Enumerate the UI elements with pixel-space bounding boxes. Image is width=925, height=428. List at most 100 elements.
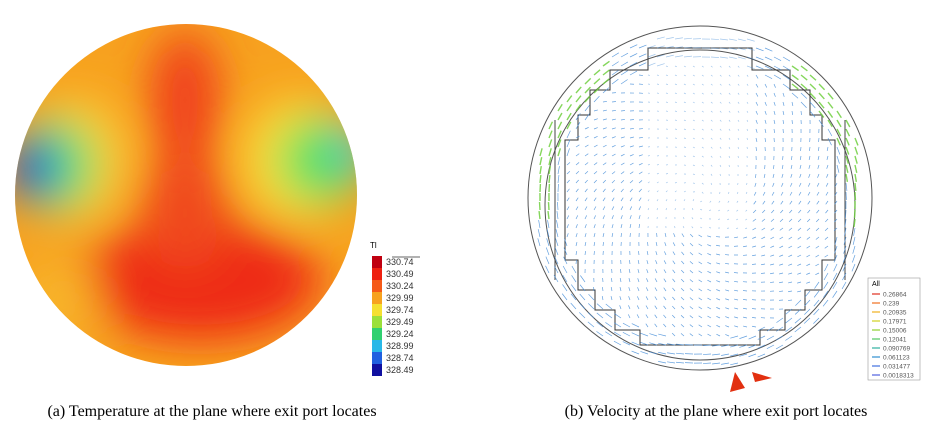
velocity-arrow xyxy=(776,345,783,349)
velocity-arrow xyxy=(758,336,765,339)
velocity-arrow xyxy=(621,189,624,192)
legend-label: 0.15006 xyxy=(883,328,907,335)
velocity-arrow xyxy=(690,252,693,255)
velocity-arrow xyxy=(854,228,855,236)
velocity-arrow xyxy=(791,156,792,160)
velocity-arrow xyxy=(612,233,613,237)
velocity-arrow xyxy=(702,129,704,130)
velocity-arrow xyxy=(825,246,828,248)
velocity-arrow xyxy=(798,246,801,248)
velocity-arrow xyxy=(756,147,757,151)
velocity-arrow xyxy=(682,234,684,237)
velocity-arrow xyxy=(747,66,755,69)
velocity-arrow xyxy=(675,191,677,192)
velocity-arrow xyxy=(743,326,747,327)
velocity-arrow xyxy=(729,75,730,76)
velocity-arrow xyxy=(752,326,756,327)
velocity-arrow xyxy=(725,326,729,327)
legend-swatch xyxy=(372,340,382,352)
velocity-arrow xyxy=(826,192,828,195)
velocity-arrow xyxy=(729,156,730,158)
velocity-arrow xyxy=(656,242,657,246)
velocity-arrow xyxy=(738,129,739,131)
velocity-arrow xyxy=(764,183,765,187)
velocity-arrow xyxy=(788,300,792,301)
velocity-arrow xyxy=(693,102,695,103)
velocity-arrow xyxy=(621,198,623,201)
velocity-arrow xyxy=(602,296,603,300)
velocity-arrow xyxy=(702,120,704,121)
velocity-arrow xyxy=(720,138,721,140)
velocity-arrow xyxy=(783,93,784,97)
velocity-arrow xyxy=(783,84,790,89)
velocity-arrow xyxy=(716,245,720,246)
legend-label: 328.74 xyxy=(386,353,414,363)
velocity-arrow xyxy=(594,119,598,120)
velocity-arrow xyxy=(770,273,774,274)
velocity-arrow xyxy=(684,84,686,85)
velocity-arrow xyxy=(702,75,704,76)
velocity-arrow xyxy=(734,281,738,282)
velocity-arrow xyxy=(684,111,686,112)
velocity-arrow xyxy=(576,189,578,192)
velocity-arrow xyxy=(690,298,693,300)
velocity-arrow xyxy=(702,102,704,103)
velocity-arrow xyxy=(770,246,774,248)
velocity-arrow xyxy=(540,175,541,183)
velocity-arrow xyxy=(773,183,774,187)
velocity-arrow xyxy=(788,255,792,257)
velocity-arrow xyxy=(681,297,684,300)
velocity-arrow xyxy=(666,37,674,39)
velocity-arrow xyxy=(594,110,598,111)
velocity-arrow xyxy=(756,57,763,60)
velocity-arrow xyxy=(675,182,677,183)
velocity-arrow xyxy=(711,138,712,139)
velocity-arrow xyxy=(621,146,625,147)
velocity-arrow xyxy=(585,215,587,219)
legend-label: 0.090769 xyxy=(883,346,910,353)
velocity-arrow xyxy=(774,129,775,133)
velocity-arrow xyxy=(792,111,793,115)
velocity-arrow xyxy=(728,192,729,194)
velocity-arrow xyxy=(818,156,819,160)
velocity-arrow xyxy=(621,154,625,156)
velocity-arrow xyxy=(729,66,730,67)
velocity-arrow xyxy=(648,173,650,174)
velocity-arrow xyxy=(603,61,609,66)
velocity-arrow xyxy=(738,39,746,41)
velocity-arrow xyxy=(539,220,540,228)
velocity-arrow xyxy=(707,253,711,255)
velocity-arrow xyxy=(716,298,720,300)
velocity-arrow xyxy=(739,336,747,339)
velocity-arrow xyxy=(752,246,756,247)
velocity-arrow xyxy=(673,242,675,246)
velocity-arrow xyxy=(762,210,765,213)
velocity-arrow xyxy=(684,66,686,67)
velocity-arrow xyxy=(753,228,756,230)
velocity-arrow xyxy=(629,269,630,273)
velocity-arrow xyxy=(807,237,810,239)
velocity-arrow xyxy=(783,102,784,106)
velocity-arrow xyxy=(664,270,666,273)
velocity-arrow xyxy=(648,155,650,156)
legend-label: 329.99 xyxy=(386,293,414,303)
velocity-arrow xyxy=(699,316,702,318)
velocity-arrow xyxy=(594,180,597,183)
velocity-arrow xyxy=(558,157,560,165)
velocity-arrow xyxy=(776,336,783,340)
velocity-arrow xyxy=(548,202,549,210)
velocity-arrow xyxy=(789,237,792,239)
velocity-arrow xyxy=(716,316,720,318)
velocity-arrow xyxy=(693,156,695,157)
velocity-arrow xyxy=(630,45,637,48)
velocity-arrow xyxy=(801,66,807,71)
velocity-arrow xyxy=(603,224,604,228)
velocity-arrow xyxy=(585,127,589,129)
legend-label: 0.061123 xyxy=(883,355,910,362)
velocity-arrow xyxy=(603,154,606,156)
velocity-arrow xyxy=(805,291,810,297)
velocity-arrow xyxy=(594,171,597,174)
velocity-arrow xyxy=(815,264,819,266)
velocity-arrow xyxy=(809,156,810,160)
velocity-arrow xyxy=(738,111,739,113)
